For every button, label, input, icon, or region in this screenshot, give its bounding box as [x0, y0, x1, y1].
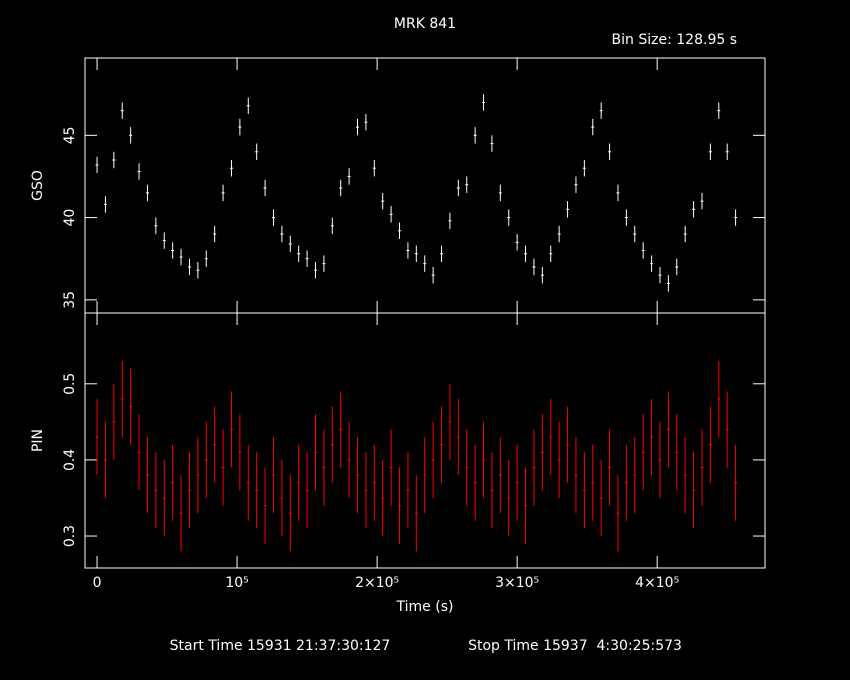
x-tick-label: 3×10⁵ — [495, 575, 539, 591]
x-tick-label: 0 — [93, 575, 102, 591]
x-tick-label: 4×10⁵ — [635, 575, 679, 591]
x-tick-label: 10⁵ — [225, 575, 248, 591]
stop-time: Stop Time 15937 4:30:25:573 — [468, 638, 682, 654]
y-tick-label: 45 — [62, 126, 78, 144]
start-time: Start Time 15931 21:37:30:127 — [170, 638, 391, 654]
y-axis-label: GSO — [30, 170, 46, 201]
y-tick-label: 40 — [62, 209, 78, 227]
y-tick-label: 0.4 — [62, 449, 78, 471]
plot-frame — [84, 57, 766, 314]
x-tick-label: 2×10⁵ — [355, 575, 399, 591]
x-axis-label: Time (s) — [396, 599, 454, 615]
plot-frame — [84, 312, 766, 569]
chart-title: MRK 841 — [394, 16, 456, 32]
chart-subtitle: Bin Size: 128.95 s — [612, 32, 737, 48]
y-tick-label: 35 — [62, 291, 78, 309]
y-tick-label: 0.5 — [62, 373, 78, 395]
y-axis-label: PIN — [30, 429, 46, 452]
y-tick-label: 0.3 — [62, 525, 78, 547]
